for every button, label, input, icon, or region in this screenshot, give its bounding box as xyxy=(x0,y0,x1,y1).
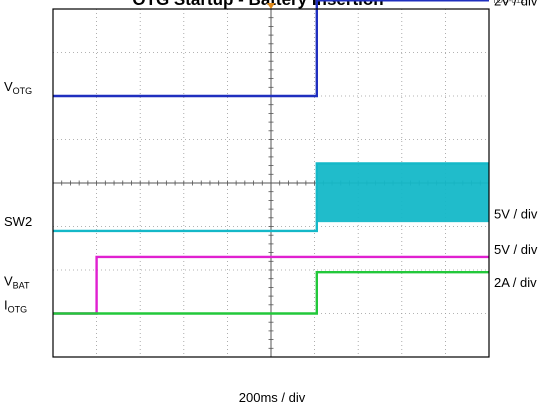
scale-label-sw2: 5V / div xyxy=(494,206,538,221)
channel-labels: VOTG 2V / div SW2 5V / div VBAT 5V / div IOTG 2… xyxy=(4,0,538,315)
channel-label-vbat: VBAT xyxy=(4,274,30,291)
trace-votg xyxy=(53,0,489,98)
traces xyxy=(53,0,489,315)
trace-sw2-switching xyxy=(316,163,489,223)
channel-label-iotg: IOTG xyxy=(4,298,27,315)
trace-iotg xyxy=(53,271,489,315)
trace-sw2 xyxy=(53,162,489,233)
scale-label-vbat: 5V / div xyxy=(494,242,538,257)
scale-label-votg: 2V / div xyxy=(494,0,538,8)
scale-label-iotg: 2A / div xyxy=(494,275,537,290)
channel-label-votg: VOTG xyxy=(4,79,32,96)
trigger-marker xyxy=(267,3,275,9)
x-axis-label: 200ms / div xyxy=(239,390,306,405)
plot-frame xyxy=(52,8,490,358)
channel-label-sw2: SW2 xyxy=(4,214,32,229)
chart-title: OTG Startup - Battery Insertion xyxy=(132,0,383,9)
figure-id: TOC-012 xyxy=(492,0,525,5)
